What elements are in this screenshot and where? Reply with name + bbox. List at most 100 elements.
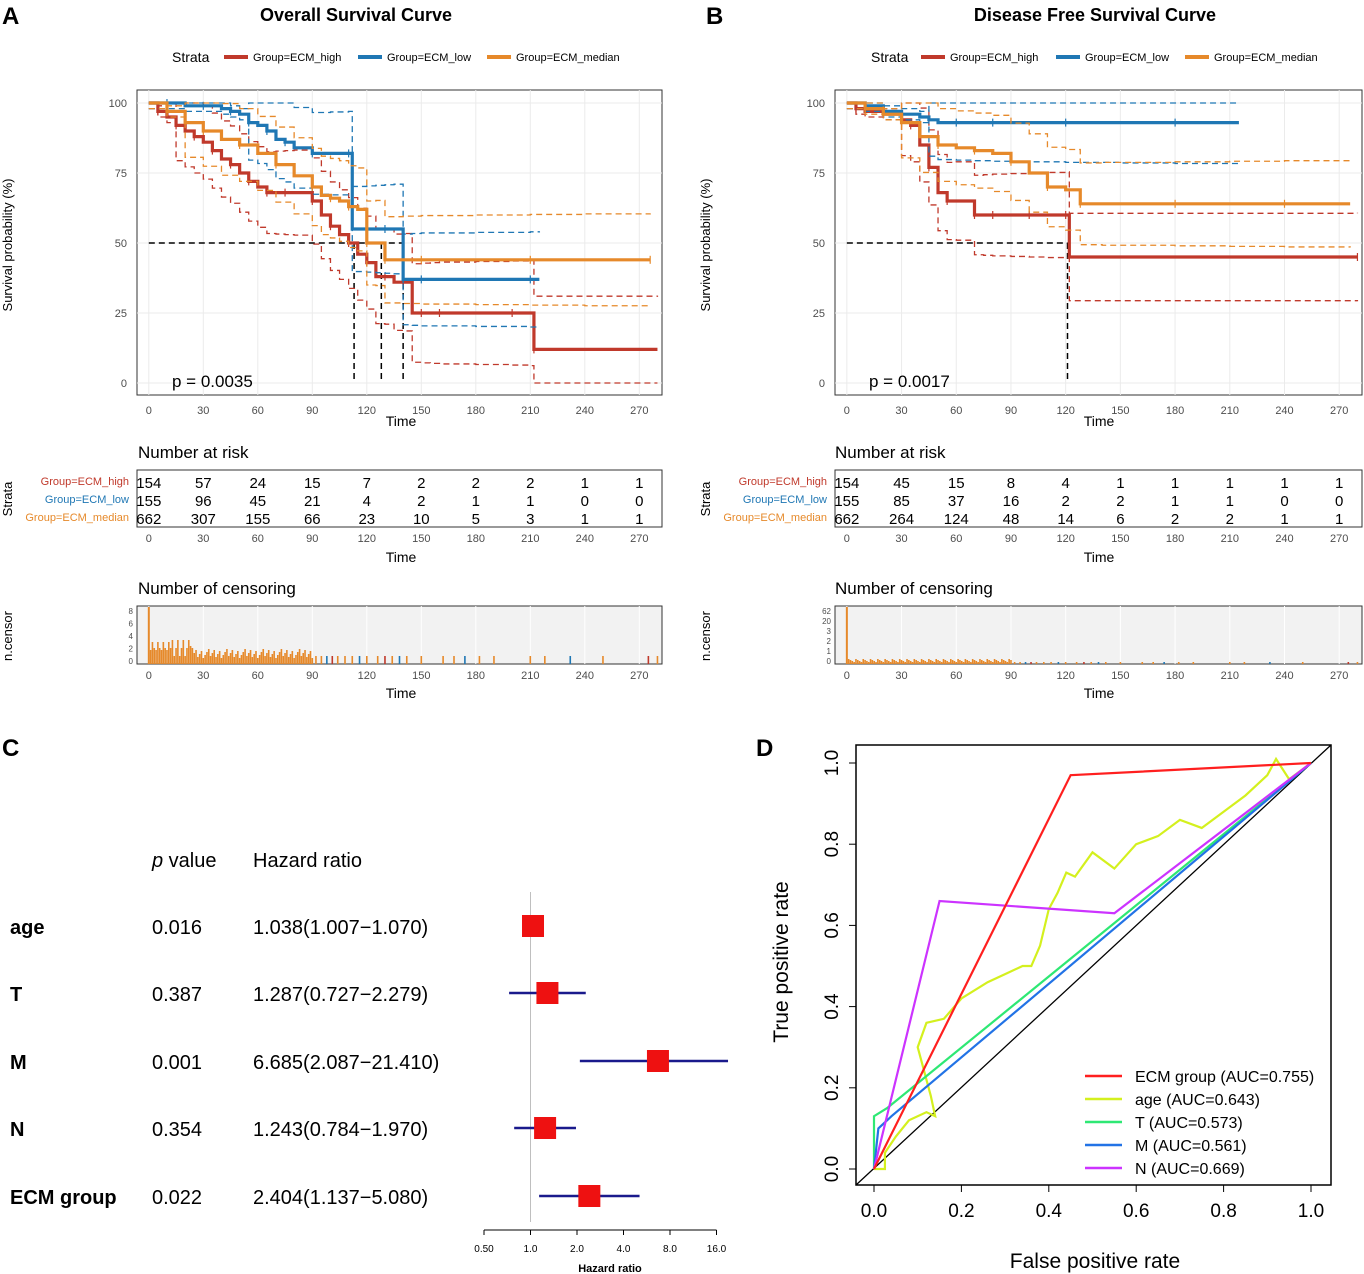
km-x-tick-label: 180 [1166,405,1184,417]
roc-y-tick-label: 0.2 [822,1075,843,1101]
km-ci-lower-line [148,107,541,328]
risk-x-tick-label: 210 [1221,533,1239,545]
panel-letter-c: C [2,735,19,762]
risk-strata-label-low: Group=ECM_low [45,494,129,506]
risk-value-median: 307 [191,511,216,528]
km-plot-b: 0 30 60 90 120 150 180 210 240 270 0 25 50 75 100 [807,89,1363,417]
km-y-tick-label: 100 [109,98,127,110]
legend-label-high: Group=ECM_high [950,52,1038,64]
km-legend-b: Strata Group=ECM_high Group=ECM_low Grou… [871,49,1318,65]
forest-row-pvalue: 0.387 [152,984,202,1006]
risk-x-tick-label: 180 [1166,533,1184,545]
panel-letter-d: D [756,735,773,762]
risk-value-median: 10 [413,511,430,528]
risk-value-high: 15 [948,475,965,492]
km-y-tick-label: 25 [813,308,825,320]
forest-row-pvalue: 0.354 [152,1119,202,1141]
censor-x-tick-label: 90 [1005,670,1017,682]
censor-x-tick-label: 30 [895,670,907,682]
km-title-b: Disease Free Survival Curve [974,5,1216,25]
risk-value-high: 1 [635,475,643,492]
km-y-tick-label: 0 [819,378,825,390]
censor-x-tick-label: 210 [521,670,539,682]
roc-legend-label: ECM group (AUC=0.755) [1135,1069,1314,1086]
legend-label-median: Group=ECM_median [516,52,620,64]
risk-value-high: 4 [1062,475,1070,492]
forest-point-box [578,1185,601,1207]
risk-value-median: 48 [1003,511,1020,528]
forest-header-p-italic: p [151,850,163,872]
panel-c: C p value Hazard ratio age 0.016 1.038(1.0… [2,735,729,1274]
roc-ylabel: True positive rate [770,881,793,1042]
km-x-tick-label: 30 [895,405,907,417]
risk-value-high: 24 [249,475,266,492]
roc-y-tick-label: 0.0 [822,1156,843,1182]
risk-x-tick-label: 150 [412,533,430,545]
risk-table-b: Group=ECM_high 154 45 15 8 4 1 1 1 1 1Group=ECM_lo… [723,469,1363,545]
risk-value-median: 6 [1116,511,1124,528]
risk-xlabel-a: Time [386,549,417,565]
censor-x-tick-label: 60 [252,670,264,682]
risk-value-median: 662 [834,511,859,528]
censor-y-tick-label: 2 [827,637,832,646]
censor-y-tick-label: 3 [827,627,832,636]
risk-value-median: 2 [1171,511,1179,528]
forest-row-hr: 6.685(2.087−21.410) [253,1052,439,1074]
censor-x-tick-label: 240 [576,670,594,682]
risk-table-frame [834,469,1363,528]
risk-value-median: 14 [1057,511,1074,528]
risk-value-median: 264 [889,511,914,528]
risk-value-low: 2 [1062,493,1070,510]
risk-table-frame [136,469,663,528]
risk-value-low: 96 [195,493,212,510]
censor-xlabel-b: Time [1084,685,1115,701]
risk-value-low: 1 [1226,493,1234,510]
forest-row-pvalue: 0.016 [152,917,202,939]
km-x-tick-label: 210 [1221,405,1239,417]
km-xlabel-a: Time [386,413,417,429]
roc-x-tick-label: 1.0 [1298,1201,1324,1222]
pvalue-a: p = 0.0035 [172,372,253,391]
roc-curve-t [872,762,1312,1169]
censor-y-tick-label: 1 [827,647,832,656]
km-y-tick-label: 50 [115,238,127,250]
risk-x-tick-label: 60 [950,533,962,545]
risk-strata-label-high: Group=ECM_high [41,476,129,488]
km-x-tick-label: 120 [358,405,376,417]
roc-x-tick-label: 0.4 [1036,1201,1063,1222]
km-x-tick-label: 0 [844,405,850,417]
risk-x-tick-label: 240 [576,533,594,545]
risk-value-low: 1 [472,493,480,510]
forest-row-label: age [10,917,44,939]
km-ci-lower-line [846,107,1351,248]
risk-title-b: Number at risk [835,443,946,462]
risk-strata-label-median: Group=ECM_median [723,512,827,524]
risk-value-high: 1 [1116,475,1124,492]
forest-x-tick-label: 0.50 [474,1244,494,1255]
risk-value-low: 1 [1171,493,1179,510]
legend-label-high: Group=ECM_high [253,52,341,64]
panel-a: A Overall Survival Curve Strata Group=EC… [0,3,663,701]
risk-value-high: 1 [1335,475,1343,492]
censor-x-tick-label: 0 [844,670,850,682]
risk-value-median: 1 [635,511,643,528]
km-x-tick-label: 180 [467,405,485,417]
forest-row-pvalue: 0.001 [152,1052,202,1074]
risk-value-low: 21 [304,493,321,510]
risk-x-tick-label: 270 [630,533,648,545]
risk-value-high: 2 [417,475,425,492]
forest-row-hr: 1.038(1.007−1.070) [253,917,428,939]
censor-ylabel-a: n.censor [0,610,15,661]
censor-x-tick-label: 270 [630,670,648,682]
km-y-tick-label: 0 [121,378,127,390]
risk-value-high: 57 [195,475,212,492]
risk-value-low: 155 [834,493,859,510]
forest-header-p: p value [151,850,217,872]
km-title-a: Overall Survival Curve [260,5,452,25]
roc-legend-label: age (AUC=0.643) [1135,1092,1260,1109]
censor-x-tick-label: 180 [1166,670,1184,682]
risk-value-median: 66 [304,511,321,528]
legend-title: Strata [871,49,909,65]
forest-header-hr: Hazard ratio [253,850,362,872]
